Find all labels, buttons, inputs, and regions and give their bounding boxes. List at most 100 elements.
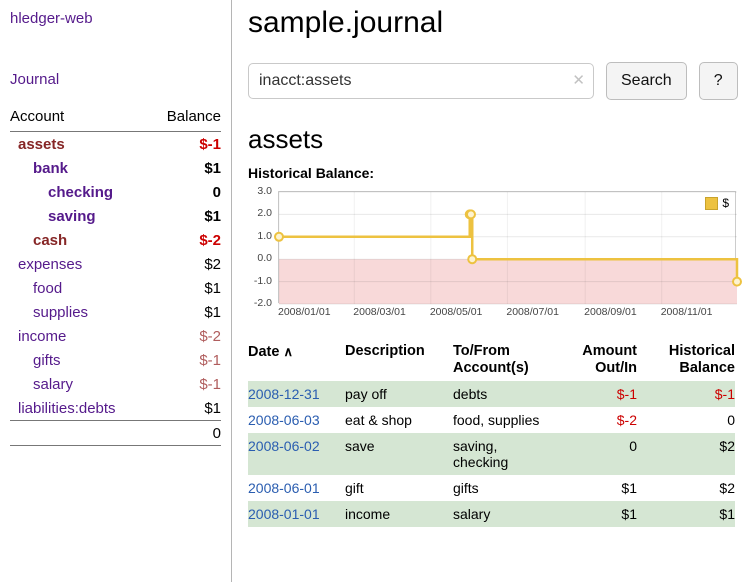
account-link[interactable]: food (33, 279, 63, 297)
register-header-row: Date ∧ Description To/From Account(s) Am… (248, 341, 735, 381)
register-header-date[interactable]: Date ∧ (248, 341, 345, 381)
account-name-cell: cash (10, 228, 149, 252)
account-link[interactable]: assets (18, 135, 65, 153)
register-header-description: Description (345, 343, 425, 359)
register-amount-cell: $1 (621, 480, 637, 496)
accounts-header-account: Account (10, 106, 150, 132)
clear-search-icon[interactable]: ✕ (572, 72, 585, 89)
register-amount-cell: $-2 (616, 412, 637, 428)
account-link[interactable]: supplies (33, 303, 89, 321)
account-row: salary $-1 (10, 372, 221, 396)
account-link[interactable]: saving (48, 207, 96, 225)
account-name-cell: expenses (10, 252, 149, 276)
search-input[interactable] (248, 63, 594, 99)
account-link[interactable]: expenses (18, 255, 83, 273)
register-amount-cell: $-1 (616, 386, 637, 402)
register-date-link[interactable]: 2008-12-31 (248, 386, 320, 402)
account-row: gifts $-1 (10, 348, 221, 372)
account-row: checking 0 (10, 180, 221, 204)
account-row: expenses $2 (10, 252, 221, 276)
register-date-link[interactable]: 2008-06-03 (248, 412, 320, 428)
account-name-cell: supplies (10, 300, 149, 324)
y-tick-label: 0.0 (257, 252, 272, 265)
search-button[interactable]: Search (606, 62, 687, 100)
x-tick-label: 2008/09/01 (584, 306, 637, 318)
page-title: sample.journal (248, 6, 444, 39)
y-tick-label: 2.0 (257, 207, 272, 220)
register-description-cell: gift (345, 480, 364, 496)
register-date-link[interactable]: 2008-06-02 (248, 438, 320, 454)
register-header-amount: Amount Out/In (582, 343, 637, 376)
account-link[interactable]: checking (48, 183, 114, 201)
account-name-cell: saving (10, 204, 149, 228)
account-name-cell: salary (10, 372, 149, 396)
search-box: ✕ (248, 63, 594, 99)
accounts-table: Account Balance assets $-1 bank $1 checking 0… (10, 106, 221, 446)
chart-y-axis-labels: 3.0 2.0 1.0 0.0 -1.0 -2.0 (244, 185, 274, 309)
register-amount-cell: $1 (621, 506, 637, 522)
x-tick-label: 2008/11/01 (660, 306, 713, 318)
chart-plot-area: $ (274, 191, 742, 305)
data-point-marker (467, 254, 478, 265)
account-name-cell: liabilities:debts (10, 396, 149, 421)
account-row: income $-2 (10, 324, 221, 348)
chart-title: Historical Balance: (248, 165, 375, 181)
account-balance: $-1 (199, 375, 221, 393)
account-row: liabilities:debts $1 (10, 396, 221, 421)
account-row: bank $1 (10, 156, 221, 180)
register-date-link[interactable]: 2008-01-01 (248, 506, 320, 522)
register-accounts-cell: saving, checking (453, 438, 509, 470)
account-row: assets $-1 (10, 132, 221, 157)
app-title-link[interactable]: hledger-web (10, 10, 93, 27)
register-date-cell: 2008-06-01 (248, 475, 345, 501)
register-table: Date ∧ Description To/From Account(s) Am… (248, 341, 735, 527)
account-balance: $-2 (199, 327, 221, 345)
register-row: 2008-06-01 gift gifts $1 $2 (248, 475, 735, 501)
register-balance-cell: $2 (719, 480, 735, 496)
help-button[interactable]: ? (698, 62, 738, 100)
register-balance-cell: $2 (719, 438, 735, 454)
register-row: 2008-01-01 income salary $1 $1 (248, 501, 735, 527)
account-link[interactable]: cash (33, 231, 68, 249)
chart-legend: $ (702, 195, 732, 211)
account-balance: $-1 (199, 351, 221, 369)
journal-link[interactable]: Journal (10, 71, 60, 88)
y-tick-label: -2.0 (253, 297, 272, 309)
main-content: sample.journal ✕ Search ? assets Histori… (232, 0, 742, 582)
account-title: assets (248, 124, 324, 154)
x-tick-label: 2008/03/01 (353, 306, 406, 318)
account-row: cash $-2 (10, 228, 221, 252)
account-link[interactable]: salary (33, 375, 74, 393)
account-balance: $1 (204, 303, 221, 321)
account-name-cell: checking (10, 180, 149, 204)
register-balance-cell: 0 (727, 412, 735, 428)
chart-x-axis-labels: 2008/01/01 2008/03/01 2008/05/01 2008/07/01… (278, 306, 736, 323)
account-link[interactable]: liabilities:debts (18, 399, 116, 417)
account-link[interactable]: bank (33, 159, 69, 177)
account-row: supplies $1 (10, 300, 221, 324)
y-tick-label: 3.0 (257, 185, 272, 197)
register-description-cell: pay off (345, 386, 387, 402)
accounts-total-label (10, 420, 150, 446)
register-accounts-cell: debts (453, 386, 488, 402)
accounts-total-value: 0 (149, 420, 221, 446)
register-description-cell: eat & shop (345, 412, 412, 428)
account-link[interactable]: gifts (33, 351, 61, 369)
historical-balance-chart: 3.0 2.0 1.0 0.0 -1.0 -2.0 $ 2008/01/01 2008/03… (254, 185, 742, 323)
balance-chart-svg (274, 191, 742, 305)
account-balance: $1 (204, 159, 221, 177)
register-date-link[interactable]: 2008-06-01 (248, 480, 320, 496)
account-balance: $1 (204, 279, 221, 297)
sidebar: hledger-web Journal Account Balance asse… (0, 0, 232, 582)
register-date-cell: 2008-06-03 (248, 407, 345, 433)
register-date-cell: 2008-06-02 (248, 433, 345, 475)
register-date-cell: 2008-01-01 (248, 501, 345, 527)
y-tick-label: -1.0 (253, 274, 272, 287)
account-name-cell: gifts (10, 348, 149, 372)
register-accounts-cell: food, supplies (453, 412, 540, 428)
data-point-marker (274, 231, 284, 242)
account-link[interactable]: income (18, 327, 67, 345)
legend-label: $ (722, 196, 729, 210)
register-balance-cell: $-1 (714, 386, 735, 402)
register-balance-cell: $1 (719, 506, 735, 522)
